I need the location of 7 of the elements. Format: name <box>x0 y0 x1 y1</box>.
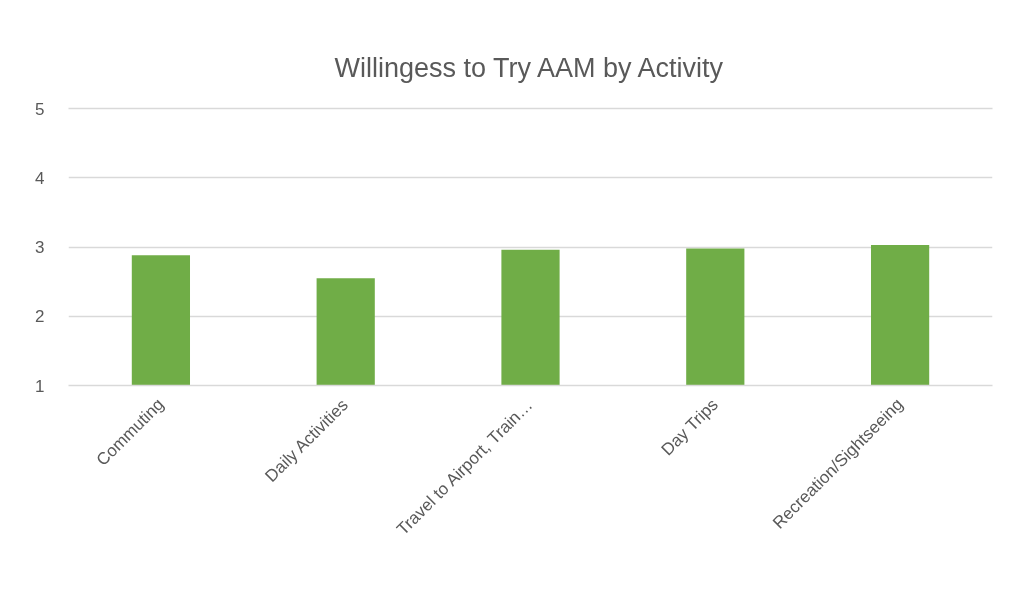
chart-title: Willingess to Try AAM by Activity <box>334 52 724 83</box>
y-tick-label: 3 <box>35 238 45 257</box>
y-tick-label: 4 <box>35 168 45 188</box>
y-tick-label: 5 <box>35 99 45 119</box>
y-tick-label: 2 <box>35 307 45 327</box>
y-tick-label: 1 <box>35 376 45 396</box>
x-tick-label: Day Trips <box>657 395 722 460</box>
